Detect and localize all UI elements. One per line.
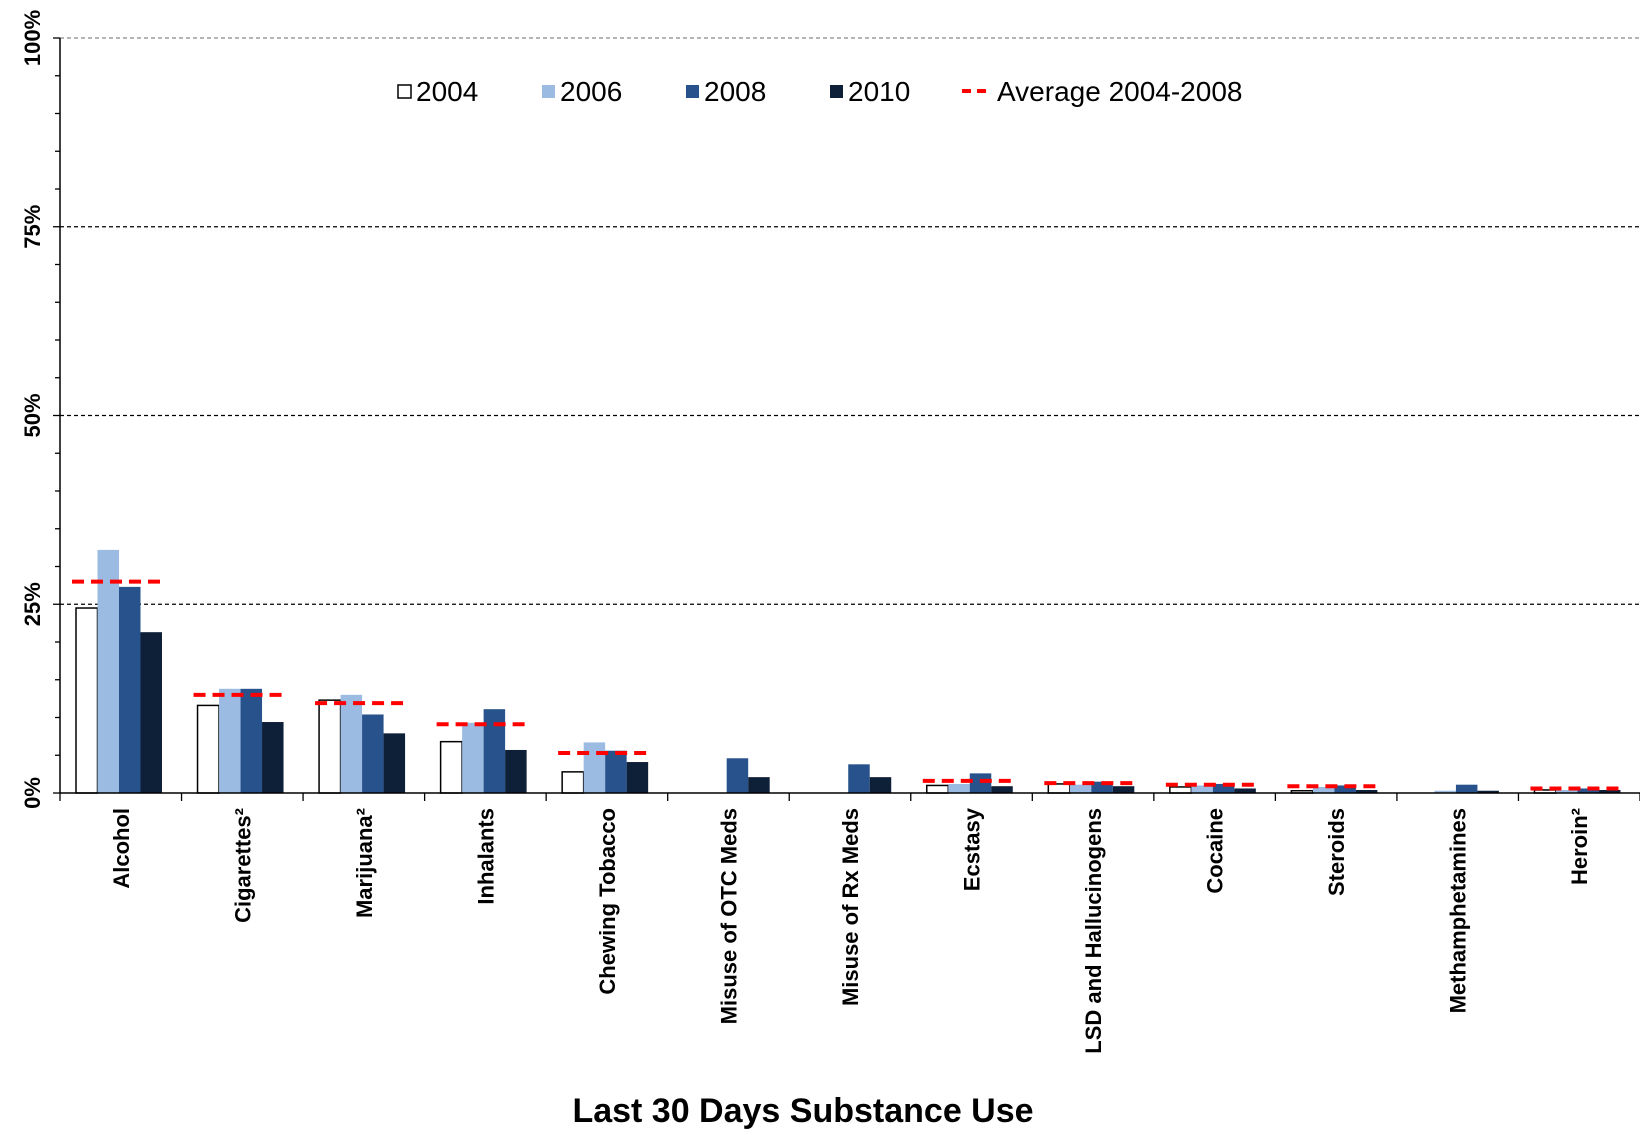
bar-2006 — [1555, 789, 1578, 793]
bar-2004 — [1169, 786, 1193, 794]
bar-2008 — [1212, 783, 1235, 793]
bar-2010 — [748, 777, 770, 793]
x-axis-title: Last 30 Days Substance Use — [572, 1092, 1033, 1130]
bar-2004 — [926, 784, 950, 794]
bar-2006 — [948, 783, 970, 793]
bar-2008 — [726, 758, 749, 793]
legend-swatch-2010 — [830, 85, 843, 98]
bar-2006 — [1312, 786, 1335, 793]
legend-swatch-2008 — [686, 85, 699, 98]
bar-2008 — [119, 586, 141, 793]
y-tick-label: 100% — [20, 10, 45, 66]
bar-2008 — [362, 714, 384, 793]
bar-2010 — [1355, 789, 1378, 793]
bar-2010 — [262, 722, 284, 793]
legend: 2004 2006 2008 2010 Average 2004-2008 — [397, 76, 1242, 107]
bar-2004 — [196, 704, 220, 794]
bar-2004 — [318, 699, 342, 794]
bar-2008 — [605, 750, 627, 793]
legend-label: 2010 — [848, 76, 910, 107]
x-tick-label: Misuse of OTC Meds — [716, 808, 741, 1024]
bar-2010 — [383, 733, 406, 793]
bar-2008 — [1577, 788, 1599, 793]
bar-2008 — [1091, 781, 1113, 793]
y-tick-label: 50% — [20, 393, 45, 437]
bar-2008 — [848, 764, 870, 793]
x-tick-label: Cigarettes² — [230, 808, 255, 923]
legend-label: 2008 — [704, 76, 766, 107]
bar-2006 — [97, 549, 119, 793]
y-tick-label: 0% — [20, 777, 45, 809]
bar-2008 — [483, 709, 506, 793]
bar-2010 — [1234, 788, 1256, 793]
y-tick-labels: 0% 25% 50% 75% 100% — [20, 10, 45, 809]
grid-lines — [60, 37, 1640, 605]
axes-group — [53, 37, 1640, 801]
legend-label: 2004 — [416, 76, 478, 107]
x-tick-label: Methamphetamines — [1446, 808, 1471, 1013]
x-tick-label: Steroids — [1324, 808, 1349, 896]
legend-label: Average 2004-2008 — [997, 76, 1242, 107]
x-tick-label: Heroin² — [1567, 808, 1592, 885]
bar-2008 — [1334, 785, 1356, 793]
bar-2010 — [626, 762, 649, 793]
x-tick-label: Misuse of Rx Meds — [838, 808, 863, 1006]
bar-2006 — [462, 722, 484, 793]
bar-2010 — [1598, 789, 1621, 793]
bar-2008 — [240, 688, 263, 793]
bar-2008 — [1455, 784, 1478, 793]
bar-2008 — [969, 773, 992, 793]
x-tick-labels: Alcohol Cigarettes² Marijuana² Inhalants Che… — [109, 807, 1592, 1053]
bar-2006 — [1434, 790, 1456, 793]
bar-2010 — [991, 786, 1013, 793]
bar-2006 — [1191, 785, 1213, 793]
legend-label: 2006 — [560, 76, 622, 107]
x-tick-label: Cocaine — [1203, 808, 1228, 894]
y-tick-label: 75% — [20, 205, 45, 249]
bar-2004 — [561, 771, 585, 794]
bar-2004 — [1047, 783, 1071, 794]
x-tick-label: LSD and Hallucinogens — [1081, 808, 1106, 1054]
x-tick-label: Chewing Tobacco — [595, 808, 620, 995]
legend-swatch-2006 — [542, 85, 555, 98]
bar-2004 — [439, 740, 463, 794]
bars-group — [75, 549, 1621, 794]
x-tick-label: Marijuana² — [352, 808, 377, 918]
bar-2010 — [1112, 786, 1135, 793]
average-lines-group — [72, 579, 1625, 791]
bar-2010 — [505, 749, 527, 793]
bar-2010 — [140, 632, 162, 793]
x-tick-label: Inhalants — [473, 808, 498, 905]
bar-2006 — [219, 688, 241, 793]
bar-2006 — [340, 694, 363, 793]
x-tick-label: Alcohol — [109, 808, 134, 889]
bar-2006 — [583, 742, 606, 793]
x-tick-label: Ecstasy — [960, 807, 985, 891]
legend-swatch-2004 — [397, 84, 412, 99]
bar-2004 — [75, 607, 99, 794]
bar-2006 — [1069, 784, 1092, 793]
bar-2010 — [869, 777, 892, 793]
bar-2010 — [1477, 790, 1499, 793]
y-tick-label: 25% — [20, 582, 45, 626]
